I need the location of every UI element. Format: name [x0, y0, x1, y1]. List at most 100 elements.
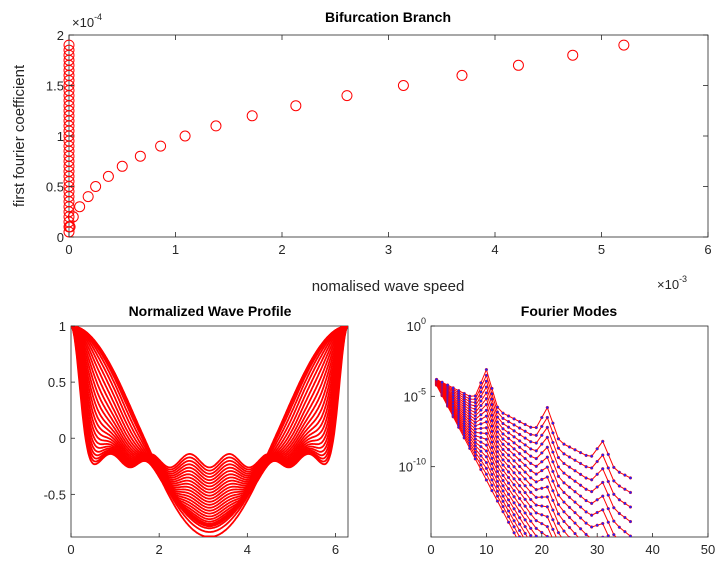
- mode-marker: [468, 394, 472, 398]
- x-tick-label: 4: [491, 242, 498, 257]
- mode-marker: [623, 515, 627, 520]
- mode-marker: [512, 477, 516, 481]
- data-point: [90, 181, 102, 192]
- profile-line: [71, 326, 348, 528]
- mode-marker: [557, 541, 560, 544]
- mode-marker: [578, 527, 583, 531]
- plot-title: Normalized Wave Profile: [129, 303, 292, 319]
- mode-marker: [545, 534, 549, 537]
- mode-marker: [579, 549, 582, 552]
- mode-marker: [567, 525, 572, 530]
- mode-marker: [563, 539, 566, 542]
- mode-marker: [556, 484, 561, 488]
- y-tick-label: 10-5: [404, 386, 426, 404]
- mode-marker: [506, 509, 511, 513]
- mode-marker: [623, 530, 627, 534]
- mode-marker: [506, 425, 511, 429]
- mode-marker: [529, 447, 533, 451]
- mode-marker: [495, 440, 500, 444]
- mode-marker: [501, 463, 505, 467]
- mode-marker: [562, 500, 566, 504]
- mode-marker: [495, 405, 500, 409]
- mode-marker: [623, 473, 627, 477]
- mode-marker: [534, 503, 538, 507]
- data-point: [567, 49, 579, 61]
- x-tick-label: 6: [704, 242, 711, 257]
- mode-marker: [518, 542, 521, 545]
- mode-marker: [495, 489, 500, 493]
- x-tick-label: 5: [598, 242, 605, 257]
- mode-marker: [518, 490, 522, 494]
- mode-marker: [601, 480, 605, 485]
- mode-marker: [567, 445, 572, 449]
- mode-marker: [518, 464, 522, 469]
- data-point: [63, 44, 75, 56]
- mode-marker: [512, 501, 516, 505]
- mode-marker: [534, 441, 538, 445]
- bifurcation-branch-ticks: 0 1 2 3 4 5 6 0 0.5 1 1.5 2: [46, 28, 712, 257]
- mode-marker: [473, 434, 477, 438]
- mode-marker: [562, 481, 566, 485]
- mode-marker: [551, 479, 555, 483]
- mode-marker: [506, 515, 511, 519]
- mode-marker: [484, 408, 488, 412]
- mode-marker: [545, 425, 549, 430]
- mode-marker: [540, 415, 544, 420]
- mode-marker: [595, 485, 599, 489]
- mode-marker: [601, 453, 605, 457]
- mode-marker: [512, 495, 516, 499]
- mode-marker: [468, 424, 472, 429]
- mode-marker: [479, 417, 483, 421]
- mode-marker: [562, 461, 566, 466]
- data-point: [134, 150, 146, 162]
- mode-marker: [501, 416, 505, 420]
- mode-marker: [506, 414, 511, 418]
- mode-marker: [512, 489, 516, 493]
- mode-marker: [574, 553, 577, 556]
- mode-marker: [545, 495, 549, 499]
- mode-marker: [479, 408, 483, 412]
- mode-marker: [529, 468, 533, 473]
- mode-marker: [590, 466, 594, 470]
- mode-marker: [501, 421, 505, 426]
- mode-marker: [495, 415, 500, 419]
- mode-marker: [584, 498, 588, 503]
- mode-marker: [584, 476, 588, 480]
- mode-marker: [490, 462, 494, 466]
- profile-line: [71, 326, 348, 503]
- mode-marker: [473, 440, 477, 444]
- mode-marker: [518, 471, 522, 475]
- mode-marker: [501, 411, 505, 415]
- mode-marker: [556, 465, 561, 469]
- axes-frame: [430, 325, 709, 538]
- mode-marker: [473, 400, 477, 405]
- mode-marker: [490, 478, 494, 482]
- mode-marker: [534, 449, 538, 453]
- mode-marker: [551, 421, 555, 425]
- mode-marker: [529, 454, 533, 458]
- mode-marker: [518, 426, 522, 430]
- profile-line: [71, 326, 348, 491]
- mode-marker: [590, 478, 594, 482]
- mode-marker: [479, 449, 483, 453]
- mode-marker: [501, 484, 505, 488]
- mode-marker: [623, 501, 627, 505]
- mode-marker: [501, 432, 505, 436]
- mode-marker: [512, 531, 516, 535]
- data-point: [456, 69, 468, 81]
- mode-marker: [479, 440, 483, 444]
- x-axis-label: nomalised wave speed: [312, 278, 465, 295]
- mode-marker: [573, 458, 577, 462]
- mode-marker: [501, 489, 505, 493]
- mode-marker: [573, 511, 577, 515]
- mode-marker: [606, 479, 610, 484]
- mode-marker: [545, 435, 549, 439]
- mode-marker: [484, 455, 488, 459]
- mode-marker: [473, 447, 477, 451]
- mode-marker: [495, 469, 500, 474]
- mode-marker: [484, 449, 488, 453]
- data-point: [116, 160, 128, 172]
- x-tick-label: 2: [278, 242, 285, 257]
- mode-marker: [578, 461, 583, 466]
- mode-marker: [529, 526, 533, 530]
